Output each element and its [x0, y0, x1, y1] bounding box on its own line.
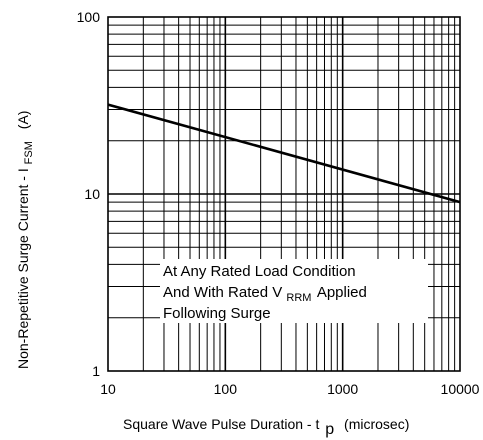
y-axis-label-main: Non-Repetitive Surge Current - I — [15, 168, 31, 369]
annotation-box-bg — [160, 259, 428, 323]
x-axis-label-sub: p — [325, 421, 334, 438]
x-tick-label: 1000 — [327, 381, 358, 397]
x-axis-label: Square Wave Pulse Duration - t p (micros… — [123, 416, 409, 438]
y-tick-label: 10 — [84, 186, 100, 202]
x-axis-label-suffix: (microsec) — [344, 416, 409, 432]
annotation-line-2-sub: RRM — [286, 292, 311, 304]
annotation-line-2: And With Rated V RRM Applied — [163, 284, 367, 305]
x-tick-label: 100 — [214, 381, 238, 397]
y-tick-label: 1 — [92, 363, 100, 379]
y-tick-label: 100 — [77, 9, 101, 25]
y-axis-label: Non-Repetitive Surge Current - I FSM (A) — [15, 111, 35, 369]
y-axis-label-sub: FSM — [23, 141, 35, 164]
plot-frame — [107, 16, 461, 372]
series-line — [107, 103, 461, 204]
y-axis-label-suffix: (A) — [15, 111, 31, 130]
annotation-line-1: At Any Rated Load Condition — [163, 263, 356, 280]
annotation-line-3: Following Surge — [163, 305, 271, 322]
x-tick-label: 10 — [100, 381, 116, 397]
annotation-line-2-post: Applied — [317, 284, 367, 301]
annotation-line-2-pre: And With Rated V — [163, 284, 282, 301]
x-tick-label: 10000 — [441, 381, 480, 397]
x-axis-label-main: Square Wave Pulse Duration - t — [123, 416, 319, 432]
